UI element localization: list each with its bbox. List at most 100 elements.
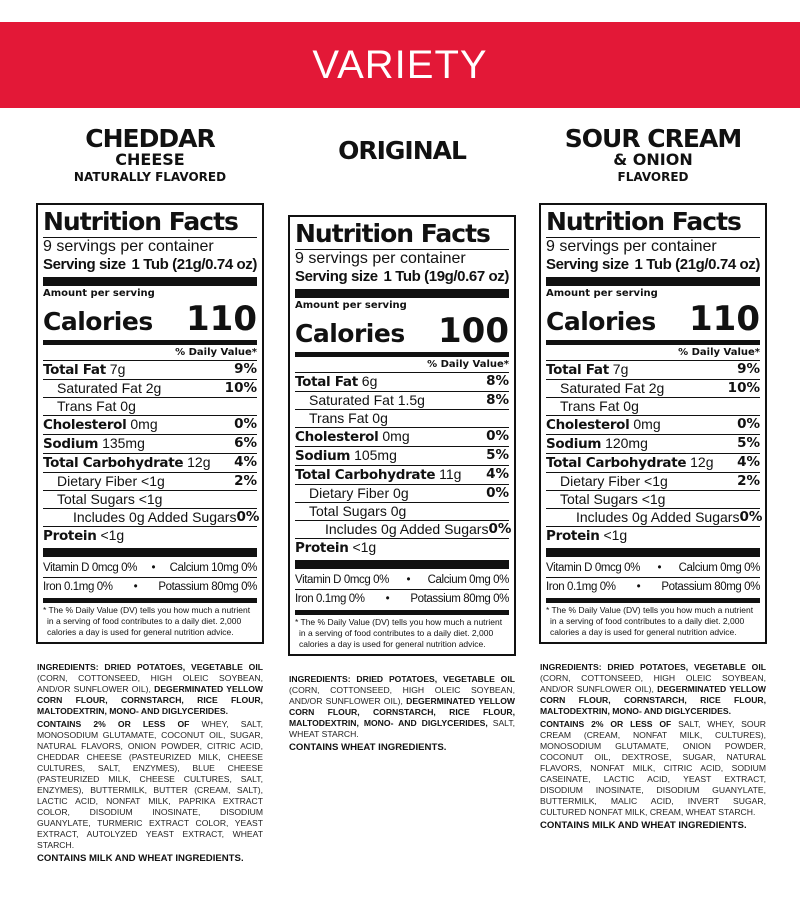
- nutrient-name: Sodium: [43, 436, 99, 452]
- bullet-icon: •: [385, 593, 390, 605]
- vitamin-row: Vitamin D 0mcg 0% • Calcium 10mg 0%: [43, 559, 257, 578]
- serving-size-label: Serving size: [295, 268, 378, 285]
- nutrient-row: Trans Fat 0g: [43, 398, 257, 416]
- nutrient-row: Sodium 135mg 6%: [43, 435, 257, 454]
- nutrient-amount: 7g: [612, 361, 629, 377]
- calories-value: 110: [186, 299, 257, 339]
- nutrient-amount: 0mg: [382, 428, 410, 444]
- vitamin-row: Vitamin D 0mcg 0% • Calcium 0mg 0%: [546, 559, 760, 578]
- allergen-statement: CONTAINS WHEAT INGREDIENTS.: [289, 742, 447, 753]
- ingredients: INGREDIENTS: DRIED POTATOES, VEGETABLE O…: [288, 674, 516, 754]
- nutrient-amount: 2g: [648, 380, 665, 396]
- daily-value: 10%: [224, 380, 257, 396]
- divider: [43, 340, 257, 345]
- vitamin-left: Iron 0.1mg 0%: [546, 581, 616, 593]
- calories-row: Calories 110: [546, 300, 760, 338]
- nutrient-name: Total Carbohydrate: [295, 467, 436, 483]
- nutrient-amount: 0g: [390, 503, 407, 519]
- nutrient-name: Sodium: [546, 436, 602, 452]
- serving-size-value: 1 Tub (19g/0.67 oz): [383, 268, 510, 285]
- ingredients-text: (CORN, COTTONSEED, HIGH OLEIC SOYBEAN, A…: [540, 673, 766, 694]
- nutrition-facts-title: Nutrition Facts: [43, 207, 257, 238]
- nutrient-row: Cholesterol 0mg 0%: [43, 416, 257, 435]
- daily-value: 0%: [488, 521, 512, 537]
- divider: [43, 598, 257, 603]
- vitamin-row: Iron 0.1mg 0% • Potassium 80mg 0%: [546, 578, 760, 596]
- nutrient-row: Dietary Fiber 0g 0%: [295, 485, 509, 503]
- allergen-statement: CONTAINS MILK AND WHEAT INGREDIENTS.: [540, 820, 747, 831]
- nutrient-name: Total Sugars: [560, 491, 638, 507]
- footnote: * The % Daily Value (DV) tells you how m…: [546, 605, 754, 637]
- flavor-subtitle: NATURALLY FLAVORED: [73, 170, 227, 185]
- product-column: ORIGINAL Nutrition Facts 9 servings per …: [288, 120, 516, 754]
- vitamin-left: Iron 0.1mg 0%: [295, 593, 365, 605]
- nutrient-amount: 6g: [361, 373, 378, 389]
- amount-per-serving: Amount per serving: [43, 288, 155, 299]
- serving-size-label: Serving size: [43, 256, 126, 273]
- nutrient-row: Total Fat 7g 9%: [43, 361, 257, 380]
- ingredients: INGREDIENTS: DRIED POTATOES, VEGETABLE O…: [36, 662, 264, 865]
- nutrient-amount: 135mg: [102, 435, 145, 451]
- daily-value: 9%: [737, 361, 760, 377]
- serving-size-value: 1 Tub (21g/0.74 oz): [634, 256, 761, 273]
- nutrient-name: Saturated Fat: [57, 380, 142, 396]
- vitamin-row: Iron 0.1mg 0% • Potassium 80mg 0%: [43, 578, 257, 596]
- nutrient-row: Cholesterol 0mg 0%: [546, 416, 760, 435]
- nutrient-amount: <1g: [352, 539, 377, 555]
- vitamin-left: Iron 0.1mg 0%: [43, 581, 113, 593]
- nutrient-name: Trans Fat: [57, 398, 117, 414]
- nutrient-row: Saturated Fat 1.5g 8%: [295, 392, 509, 410]
- nutrient-amount: 0g: [623, 398, 639, 414]
- nutrient-row: Total Fat 6g 8%: [295, 373, 509, 392]
- bullet-icon: •: [657, 562, 662, 574]
- nutrient-name: Cholesterol: [295, 429, 379, 445]
- bullet-icon: •: [636, 581, 641, 593]
- ingredients-bold: DEGERMINATED YELLOW CORN FLOUR, CORNSTAR…: [37, 684, 264, 716]
- calories-row: Calories 100: [295, 312, 509, 350]
- nutrient-name: Total Fat: [295, 374, 358, 390]
- nutrient-name: Total Sugars: [57, 491, 135, 507]
- daily-value: 4%: [486, 466, 509, 482]
- bullet-icon: •: [151, 562, 156, 574]
- bullet-icon: •: [133, 581, 138, 593]
- nutrition-facts-panel: Nutrition Facts 9 servings per container…: [539, 203, 767, 644]
- nutrient-amount: 120mg: [605, 435, 648, 451]
- nutrient-amount: <1g: [644, 473, 668, 489]
- nutrient-amount: 0mg: [633, 416, 661, 432]
- daily-value: 8%: [486, 392, 509, 408]
- daily-value: 2%: [234, 473, 257, 489]
- flavor-heading: CHEDDAR CHEESE NATURALLY FLAVORED: [36, 125, 264, 203]
- flavor-name-line2: CHEESE: [115, 150, 185, 170]
- daily-value: 4%: [737, 454, 760, 470]
- nutrient-name: Includes 0g Added Sugars: [73, 509, 237, 525]
- vitamin-row: Iron 0.1mg 0% • Potassium 80mg 0%: [295, 590, 509, 608]
- servings-per-container: 9 servings per container: [546, 238, 717, 255]
- flavor-name-line2: & ONION: [613, 150, 693, 170]
- divider: [295, 560, 509, 569]
- nutrient-row: Includes 0g Added Sugars 0%: [43, 509, 259, 527]
- divider: [546, 598, 760, 603]
- ingredients-bold: INGREDIENTS: DRIED POTATOES, VEGETABLE O…: [37, 662, 263, 672]
- nutrient-name: Trans Fat: [309, 410, 369, 426]
- nutrient-row: Total Fat 7g 9%: [546, 361, 760, 380]
- nutrition-facts-panel: Nutrition Facts 9 servings per container…: [36, 203, 264, 644]
- nutrient-amount: <1g: [100, 527, 125, 543]
- daily-value: 0%: [737, 416, 760, 432]
- divider: [546, 548, 760, 557]
- nutrient-row: Trans Fat 0g: [546, 398, 760, 416]
- contains-text: SALT, WHEY, SOUR CREAM (CREAM, NONFAT MI…: [540, 719, 766, 817]
- nutrient-row: Total Sugars <1g: [43, 491, 257, 509]
- nutrient-amount: <1g: [641, 491, 666, 507]
- daily-value: 9%: [234, 361, 257, 377]
- divider: [295, 289, 509, 298]
- nutrition-facts-title: Nutrition Facts: [295, 219, 509, 250]
- serving-size-value: 1 Tub (21g/0.74 oz): [131, 256, 258, 273]
- nutrient-row: Total Carbohydrate 12g 4%: [546, 454, 760, 473]
- nutrient-amount: 0g: [372, 410, 388, 426]
- contains-lead: CONTAINS 2% OR LESS OF: [37, 719, 190, 729]
- ingredients-list: INGREDIENTS: DRIED POTATOES, VEGETABLE O…: [37, 662, 263, 717]
- nutrient-row: Total Carbohydrate 12g 4%: [43, 454, 257, 473]
- nutrient-amount: 0g: [393, 485, 409, 501]
- daily-value: 8%: [486, 373, 509, 389]
- daily-value: 5%: [486, 447, 509, 463]
